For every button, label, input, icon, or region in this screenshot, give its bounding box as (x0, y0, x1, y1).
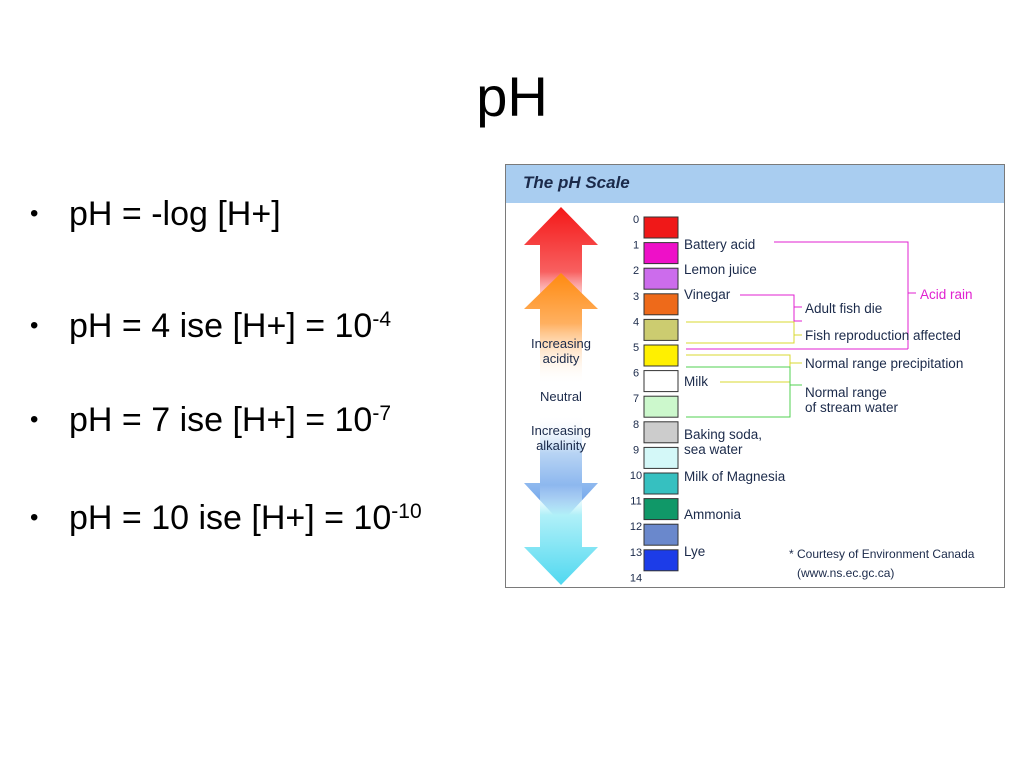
substance-milk-of-magnesia: Milk of Magnesia (684, 469, 786, 484)
substance-lemon-juice: Lemon juice (684, 262, 757, 277)
bullet-text: pH = 7 ise [H+] = 10-7 (69, 401, 392, 439)
fish-repro-label: Fish reproduction affected (805, 328, 961, 343)
ph-swatch (643, 498, 679, 521)
alkalinity-arrow-cyan (524, 485, 598, 585)
neutral-label: Neutral (540, 389, 582, 404)
ph-number: 10 (630, 470, 642, 482)
figure-title: The pH Scale (523, 173, 630, 192)
ph-swatch (643, 293, 679, 316)
ph-number: 13 (630, 547, 642, 559)
acidity-label: Increasing acidity (531, 336, 591, 366)
ph-number: 6 (633, 368, 639, 380)
ph-swatch (643, 421, 679, 444)
ph-swatch (643, 318, 679, 341)
ph-swatch (643, 472, 679, 495)
acid-rain-label: Acid rain (920, 287, 973, 302)
acidity-arrow-orange (524, 273, 598, 385)
stream-connectors (686, 366, 802, 418)
slide-title: pH (476, 65, 548, 128)
exponent: -4 (372, 308, 392, 331)
ph-number: 1 (633, 240, 639, 252)
ph-number: 14 (630, 572, 642, 584)
exponent: -7 (372, 402, 392, 425)
bullet-dot: • (30, 200, 39, 227)
substance-labels: Battery acid Lemon juice Vinegar Milk Ba… (684, 237, 786, 559)
ph-swatch (643, 344, 679, 367)
substance-baking-soda: Baking soda, (684, 427, 762, 442)
precipitation-label: Normal range precipitation (805, 356, 963, 371)
credit-text: * Courtesy of Environment Canada (www.ns.… (789, 547, 975, 580)
substance-vinegar: Vinegar (684, 287, 731, 302)
ph-swatch (643, 446, 679, 469)
ph-swatch (643, 242, 679, 265)
bullet-dot: • (30, 406, 39, 433)
substance-lye: Lye (684, 544, 705, 559)
ph-number: 7 (633, 393, 639, 405)
ph-scale-figure: The pH Scale (505, 164, 1005, 588)
ph-scale-diagram: Increasing acidity Neutral Increasing alka… (524, 207, 975, 585)
substance-sea-water: sea water (684, 442, 743, 457)
ph-number: 12 (630, 521, 642, 533)
ph-number: 0 (633, 214, 639, 226)
ph-number: 5 (633, 342, 639, 354)
bullet-text: pH = 4 ise [H+] = 10-4 (69, 307, 392, 345)
ph-number: 4 (633, 316, 639, 328)
ph-swatch (643, 370, 679, 393)
ph-swatch (643, 523, 679, 546)
alkalinity-label: Increasing alkalinity (531, 423, 591, 453)
ph-swatch (643, 267, 679, 290)
bullet-text: pH = -log [H+] (69, 195, 281, 233)
ph-number: 2 (633, 265, 639, 277)
ph-number: 3 (633, 291, 639, 303)
figure-header: The pH Scale (506, 165, 1004, 203)
substance-battery-acid: Battery acid (684, 237, 755, 252)
ph-number: 8 (633, 419, 639, 431)
bullet-dot: • (30, 504, 39, 531)
ph-swatch (643, 395, 679, 418)
ph-swatch (643, 216, 679, 239)
fish-connectors (686, 321, 802, 383)
stream-water-label: Normal range of stream water (805, 385, 899, 415)
adult-fish-label: Adult fish die (805, 301, 882, 316)
ph-swatch (643, 549, 679, 572)
bullet-dot: • (30, 312, 39, 339)
exponent: -10 (391, 500, 422, 523)
acid-rain-connectors (686, 241, 916, 350)
ph-number: 9 (633, 444, 639, 456)
substance-ammonia: Ammonia (684, 507, 742, 522)
substance-milk: Milk (684, 374, 708, 389)
ph-number: 11 (630, 496, 641, 508)
bullet-text: pH = 10 ise [H+] = 10-10 (69, 499, 422, 537)
